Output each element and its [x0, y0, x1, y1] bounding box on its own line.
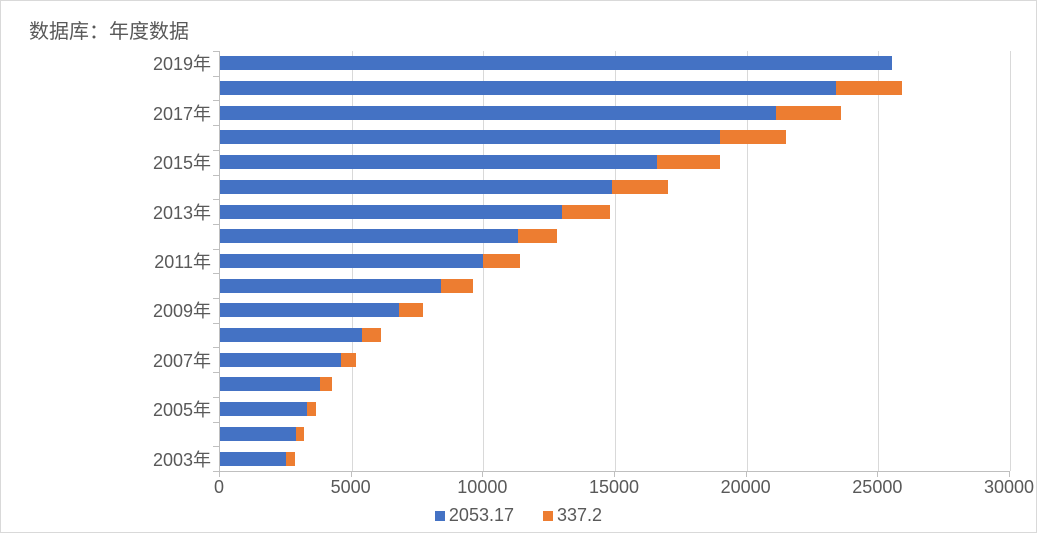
y-axis-tick [213, 372, 219, 373]
y-axis-label: 2011年 [154, 248, 211, 274]
bar-segment-series-2 [776, 106, 842, 120]
y-axis-tick [213, 249, 219, 250]
bar-segment-series-2 [562, 205, 609, 219]
x-axis-label: 25000 [852, 477, 902, 498]
legend: 2053.17 337.2 [1, 505, 1036, 527]
y-axis-label: 2013年 [153, 199, 211, 225]
x-axis-label: 10000 [457, 477, 507, 498]
gridline [1010, 51, 1011, 471]
y-axis-label: 2009年 [153, 297, 211, 323]
y-axis-tick [213, 125, 219, 126]
bar-segment-series-2 [399, 303, 423, 317]
y-axis-label: 2017年 [153, 100, 211, 126]
gridline [878, 51, 879, 471]
bar-segment-series-1 [220, 427, 296, 441]
x-axis-labels: 050001000015000200002500030000 [219, 477, 1009, 501]
bar-row [220, 106, 841, 120]
y-axis-label: 2015年 [153, 149, 211, 175]
x-axis-label: 20000 [721, 477, 771, 498]
bar-segment-series-2 [483, 254, 520, 268]
chart-container: 数据库：年度数据 2019年2017年2015年2013年2011年2009年2… [0, 0, 1037, 533]
chart-title: 数据库：年度数据 [29, 15, 189, 44]
legend-swatch-series-2 [543, 511, 553, 521]
bar-row [220, 254, 520, 268]
bar-row [220, 205, 610, 219]
bar-segment-series-1 [220, 279, 441, 293]
bar-segment-series-1 [220, 130, 720, 144]
bar-segment-series-2 [836, 81, 902, 95]
bar-row [220, 180, 668, 194]
y-axis-tick [213, 100, 219, 101]
y-axis-tick [213, 273, 219, 274]
y-axis-label: 2007年 [153, 347, 211, 373]
bar-segment-series-1 [220, 303, 399, 317]
y-axis-tick [213, 347, 219, 348]
bar-row [220, 427, 304, 441]
x-axis-label: 5000 [331, 477, 371, 498]
bar-row [220, 130, 786, 144]
bar-row [220, 402, 316, 416]
bar-segment-series-2 [296, 427, 304, 441]
bar-segment-series-2 [307, 402, 316, 416]
plot-area [219, 51, 1010, 472]
bar-segment-series-2 [518, 229, 558, 243]
bar-segment-series-1 [220, 254, 483, 268]
bar-segment-series-1 [220, 229, 518, 243]
bar-segment-series-2 [362, 328, 380, 342]
legend-item-series-1: 2053.17 [435, 505, 514, 526]
bar-row [220, 377, 332, 391]
y-axis-tick [213, 422, 219, 423]
bar-segment-series-1 [220, 377, 320, 391]
bar-row [220, 229, 557, 243]
y-axis-tick [213, 76, 219, 77]
bar-row [220, 279, 473, 293]
bar-segment-series-1 [220, 106, 776, 120]
bar-segment-series-1 [220, 402, 307, 416]
y-axis-tick [213, 224, 219, 225]
legend-swatch-series-1 [435, 511, 445, 521]
bar-segment-series-1 [220, 180, 612, 194]
y-axis-label: 2005年 [153, 396, 211, 422]
legend-label-series-2: 337.2 [557, 505, 602, 526]
bar-segment-series-1 [220, 205, 562, 219]
bar-segment-series-1 [220, 56, 892, 70]
y-axis-tick [213, 199, 219, 200]
bar-segment-series-2 [612, 180, 667, 194]
bar-segment-series-2 [657, 155, 720, 169]
y-axis-tick [213, 323, 219, 324]
bar-segment-series-2 [286, 452, 295, 466]
bar-row [220, 56, 892, 70]
y-axis-label: 2019年 [153, 50, 211, 76]
y-axis-tick [213, 150, 219, 151]
x-axis-label: 15000 [589, 477, 639, 498]
y-axis-ticks [213, 51, 219, 471]
y-axis-tick [213, 446, 219, 447]
bar-row [220, 303, 423, 317]
bar-segment-series-1 [220, 353, 341, 367]
x-axis-label: 0 [214, 477, 224, 498]
bar-segment-series-1 [220, 81, 836, 95]
x-axis-label: 30000 [984, 477, 1034, 498]
bar-segment-series-1 [220, 452, 286, 466]
bar-row [220, 452, 295, 466]
bar-row [220, 353, 356, 367]
y-axis-tick [213, 397, 219, 398]
y-axis-tick [213, 175, 219, 176]
bar-segment-series-2 [341, 353, 355, 367]
bar-row [220, 155, 720, 169]
bar-row [220, 81, 902, 95]
bar-segment-series-2 [320, 377, 332, 391]
bar-segment-series-2 [441, 279, 473, 293]
legend-label-series-1: 2053.17 [449, 505, 514, 526]
bar-segment-series-1 [220, 328, 362, 342]
y-axis-tick [213, 51, 219, 52]
y-axis-label: 2003年 [153, 446, 211, 472]
bar-row [220, 328, 381, 342]
y-axis-labels: 2019年 2017年 2015年 2013年 2011年 2009年 2007年 2005年… [1, 51, 211, 471]
legend-item-series-2: 337.2 [543, 505, 602, 526]
bar-segment-series-2 [720, 130, 786, 144]
y-axis-tick [213, 298, 219, 299]
bar-segment-series-1 [220, 155, 657, 169]
